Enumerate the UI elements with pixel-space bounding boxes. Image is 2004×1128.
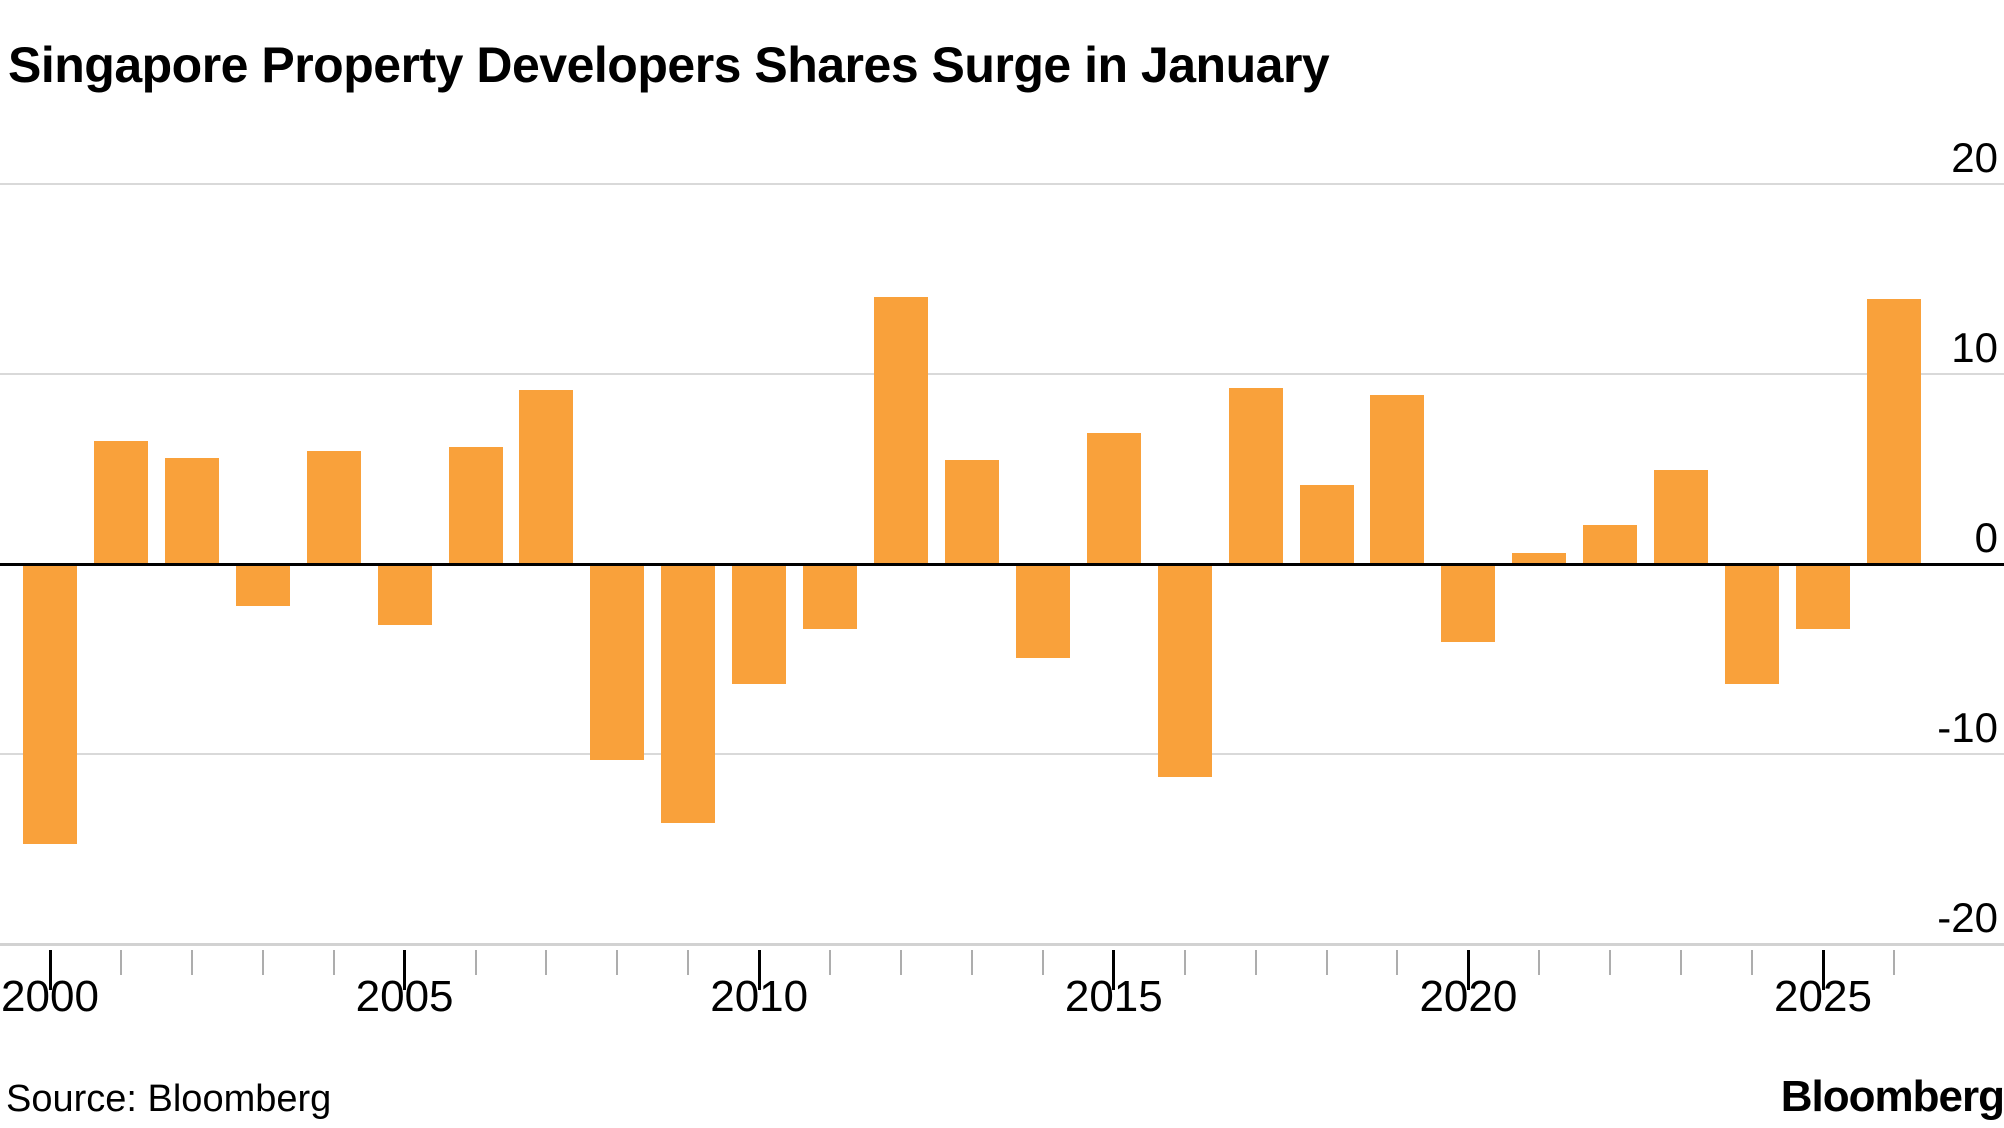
bar-2007 [519,389,574,565]
x-axis-label-2025: 2025 [1774,972,1872,1021]
bar-2026 [1866,298,1921,565]
y-axis-label--10: -10 [1937,703,1998,751]
x-tick-2023 [1680,950,1683,975]
x-tick-2007 [545,950,548,975]
x-tick-2025 [1821,950,1825,990]
x-tick-2021 [1538,950,1541,975]
bar-2004 [306,450,361,565]
bar-2000 [23,564,77,844]
bloomberg-logo: Bloomberg [1780,1072,2004,1121]
page-title: Singapore Property Developers Shares Sur… [8,36,1330,93]
x-tick-2008 [616,950,619,975]
gridline--20 [0,943,2004,946]
bar-2009 [661,564,716,823]
x-tick-2002 [190,950,193,975]
x-tick-2012 [900,950,903,975]
y-axis-label--20: -20 [1937,893,1998,941]
bar-2012 [874,296,929,565]
bar-2019 [1370,395,1425,565]
x-axis-label-2010: 2010 [710,972,809,1021]
y-axis-label-20: 20 [1951,133,1998,181]
x-tick-2017 [1254,950,1257,975]
bar-2022 [1583,524,1638,565]
bar-2013 [944,460,999,565]
y-axis-label-0: 0 [1974,513,1998,561]
x-tick-2020 [1466,950,1470,990]
bar-2015 [1086,433,1141,565]
bar-2003 [235,564,290,607]
x-tick-2005 [403,950,407,990]
bar-2025 [1796,564,1850,630]
x-tick-2001 [119,950,122,975]
bar-2005 [377,564,432,626]
bar-2014 [1015,564,1070,658]
bar-2001 [93,441,148,565]
x-tick-2011 [829,950,832,975]
bar-2008 [590,564,645,761]
bar-2023 [1654,469,1709,565]
x-tick-2024 [1751,950,1754,975]
x-tick-2004 [332,950,335,975]
gridline--10 [0,753,2004,755]
bar-2024 [1725,564,1780,685]
bar-2016 [1157,564,1212,778]
x-axis-label-2000: 2000 [1,972,99,1021]
x-tick-2026 [1892,950,1895,975]
bar-2010 [732,564,787,685]
gridline-10 [0,373,2004,375]
x-axis-label-2020: 2020 [1419,972,1518,1021]
x-tick-2013 [970,950,973,975]
x-tick-2003 [261,950,264,975]
bar-2006 [448,446,503,565]
bar-2020 [1441,564,1496,643]
bar-2002 [164,458,219,565]
bar-2021 [1512,553,1567,565]
x-tick-2009 [687,950,690,975]
gridline-0 [0,563,2004,566]
source-text: Source: Bloomberg [6,1078,332,1120]
y-axis-label-10: 10 [1951,323,1998,371]
x-tick-2014 [1041,950,1044,975]
gridline-20 [0,183,2004,185]
x-tick-2010 [757,950,761,990]
x-tick-2006 [474,950,477,975]
x-tick-2019 [1396,950,1399,975]
bar-2011 [803,564,858,630]
x-axis-label-2015: 2015 [1064,972,1163,1021]
bar-2017 [1228,387,1283,565]
bar-2018 [1299,484,1354,565]
x-tick-2018 [1325,950,1328,975]
x-tick-2015 [1112,950,1116,990]
x-tick-2000 [48,950,52,990]
x-tick-2016 [1183,950,1186,975]
x-axis-label-2005: 2005 [355,972,454,1021]
x-tick-2022 [1609,950,1612,975]
